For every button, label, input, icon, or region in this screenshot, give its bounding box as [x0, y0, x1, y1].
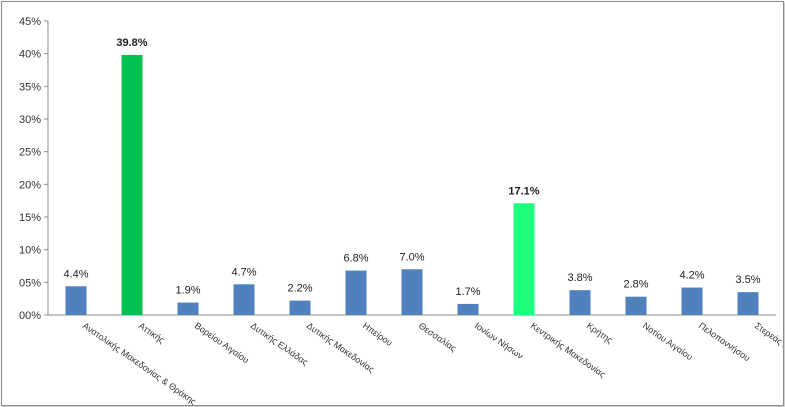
data-label: 3.8%	[567, 272, 592, 284]
x-tick-label: Ιονίων Νήσων	[473, 320, 526, 361]
data-label: 4.2%	[679, 270, 704, 282]
data-label: 1.7%	[455, 286, 480, 298]
x-tick-label: Βορείου Αιγαίου	[193, 320, 251, 365]
data-label: 2.8%	[623, 279, 648, 291]
data-labels: 4.4% 39.8% 1.9% 4.7% 2.2% 6.8% 7.0% 1.7% 17.1% 3.…	[63, 37, 760, 298]
y-tick-label: 30%	[19, 114, 41, 126]
bar	[513, 203, 535, 315]
x-tick-label: Στερεάς Ελλάδας	[753, 320, 783, 368]
bar	[737, 292, 759, 315]
bar	[625, 296, 647, 315]
y-tick-label: 10%	[19, 245, 41, 257]
y-axis-ticks: 00% 05% 10% 15% 20% 25% 30% 35% 40% 45%	[19, 16, 48, 322]
y-tick-label: 15%	[19, 212, 41, 224]
bar	[177, 302, 199, 315]
bar	[401, 269, 423, 315]
data-label: 2.2%	[287, 283, 312, 295]
x-tick-label: Ηπείρου	[361, 320, 394, 348]
x-tick-label: Πελοποννήσου	[697, 320, 752, 363]
bar	[681, 287, 703, 315]
x-tick-label: Αττικής	[137, 320, 167, 345]
bar	[121, 54, 143, 316]
y-tick-label: 25%	[19, 147, 41, 159]
bar	[65, 286, 87, 315]
y-tick-label: 40%	[19, 49, 41, 61]
data-label: 7.0%	[399, 251, 424, 263]
y-tick-label: 05%	[19, 277, 41, 289]
y-tick-label: 45%	[19, 16, 41, 28]
y-tick-label: 20%	[19, 179, 41, 191]
x-tick-label: Νοτίου Αιγαίου	[641, 320, 695, 362]
data-label: 6.8%	[343, 253, 368, 265]
x-tick-label: Θεσσαλίας	[417, 320, 459, 353]
bar	[569, 290, 591, 315]
bar	[345, 270, 367, 315]
x-tick-label: Δυτικής Ελλάδας	[249, 320, 311, 367]
data-label: 39.8%	[116, 37, 147, 49]
bars	[65, 54, 759, 316]
y-tick-label: 00%	[19, 310, 41, 322]
data-label: 1.9%	[175, 285, 200, 297]
y-tick-label: 35%	[19, 81, 41, 93]
data-label: 4.4%	[63, 268, 88, 280]
bar	[457, 303, 479, 315]
bar	[289, 300, 311, 315]
data-label: 17.1%	[508, 185, 539, 197]
x-tick-label: Κρήτης	[585, 320, 615, 345]
x-tick-label: Ανατολικής Μακεδονίας & Θράκης	[81, 320, 199, 405]
data-label: 4.7%	[231, 266, 256, 278]
bar	[233, 284, 255, 315]
data-label: 3.5%	[735, 274, 760, 286]
